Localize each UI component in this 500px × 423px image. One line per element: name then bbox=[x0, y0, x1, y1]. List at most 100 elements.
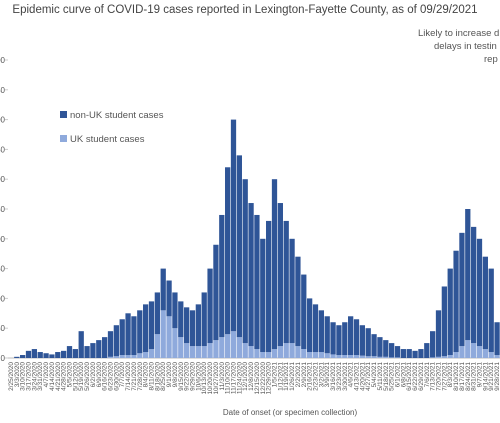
y-tick-label: 300 bbox=[0, 175, 6, 184]
bar-segment bbox=[178, 337, 184, 358]
bar-segment bbox=[49, 354, 55, 358]
x-tick-label: 5/25/2021 bbox=[389, 362, 396, 391]
x-tick-label: 7/7/2020 bbox=[119, 362, 126, 388]
x-tick-label: 7/6/2021 bbox=[424, 362, 431, 388]
x-tick-label: 5/26/2020 bbox=[84, 362, 91, 391]
bar-segment bbox=[435, 356, 442, 358]
bar-segment bbox=[348, 355, 354, 358]
bar-segment bbox=[365, 328, 371, 357]
bar-segment bbox=[201, 292, 207, 347]
x-tick-label: 8/4/2020 bbox=[143, 362, 150, 388]
y-tick-label: 150 bbox=[0, 265, 6, 274]
annotation: delays in testin bbox=[434, 41, 497, 52]
x-tick-label: 11/24/2020 bbox=[236, 362, 243, 394]
bar-segment bbox=[213, 340, 219, 358]
x-tick-label: 1/12/2021 bbox=[277, 362, 284, 391]
y-tick-label: 200 bbox=[0, 235, 6, 244]
x-tick-label: 9/1/2020 bbox=[166, 362, 173, 388]
bar-segment bbox=[266, 220, 272, 353]
bar-segment bbox=[312, 352, 319, 358]
x-tick-label: 7/13/2021 bbox=[430, 362, 437, 391]
bar-segment bbox=[119, 319, 125, 356]
bar-segment bbox=[172, 292, 178, 329]
x-tick-label: 5/19/2020 bbox=[78, 362, 85, 391]
bar-segment bbox=[453, 352, 459, 358]
bar-segment bbox=[353, 355, 360, 358]
bar-segment bbox=[406, 349, 412, 358]
bar-segment bbox=[301, 349, 307, 358]
bar-segment bbox=[31, 349, 37, 358]
bar-segment bbox=[148, 301, 155, 350]
bar-segment bbox=[248, 203, 254, 347]
legend-swatch bbox=[60, 111, 67, 118]
bar-segment bbox=[359, 355, 365, 358]
x-tick-label: 6/9/2020 bbox=[96, 362, 103, 388]
bar-segment bbox=[125, 313, 131, 356]
x-tick-label: 6/8/2021 bbox=[400, 362, 407, 388]
x-tick-label: 3/24/2020 bbox=[31, 362, 38, 391]
bar-segment bbox=[201, 346, 207, 358]
x-tick-label: 10/13/2020 bbox=[201, 362, 208, 395]
bar-segment bbox=[160, 310, 166, 358]
bar-segment bbox=[84, 346, 90, 358]
bar-segment bbox=[418, 349, 424, 358]
bar-segment bbox=[336, 325, 342, 356]
bar-segment bbox=[283, 343, 289, 358]
bar-segment bbox=[283, 220, 289, 344]
x-tick-label: 6/23/2020 bbox=[108, 362, 115, 391]
bar-segment bbox=[371, 334, 377, 357]
bar-segment bbox=[131, 355, 137, 358]
bar-segment bbox=[160, 268, 166, 311]
bar-segment bbox=[184, 307, 190, 344]
bar-segment bbox=[353, 319, 360, 356]
x-tick-label: 10/20/2020 bbox=[207, 362, 214, 395]
bar-segment bbox=[471, 226, 477, 344]
x-tick-label: 4/20/2021 bbox=[359, 362, 366, 391]
bar-segment bbox=[230, 331, 237, 358]
bar-segment bbox=[189, 346, 196, 358]
bar-segment bbox=[107, 331, 114, 357]
x-tick-label: 9/14/2021 bbox=[482, 362, 489, 391]
x-tick-label: 2/2/2021 bbox=[295, 362, 302, 388]
y-tick-label: 350 bbox=[0, 145, 6, 154]
x-tick-label: 9/28/2021 bbox=[494, 362, 500, 391]
legend-label: UK student cases bbox=[70, 134, 145, 145]
x-tick-label: 2/25/2020 bbox=[8, 362, 15, 391]
bar-segment bbox=[394, 357, 401, 358]
x-tick-label: 2/23/2021 bbox=[313, 362, 320, 391]
bar-segment bbox=[125, 355, 131, 358]
x-tick-label: 8/25/2020 bbox=[160, 362, 167, 391]
bar-segment bbox=[377, 337, 383, 357]
bar-segment bbox=[207, 343, 213, 358]
bar-segment bbox=[289, 343, 295, 358]
bar-segment bbox=[476, 238, 483, 347]
bar-segment bbox=[371, 356, 377, 358]
bar-segment bbox=[453, 250, 459, 353]
bar-segment bbox=[324, 353, 330, 358]
bar-segment bbox=[277, 203, 283, 347]
bar-segment bbox=[248, 346, 254, 358]
bar-segment bbox=[143, 304, 149, 353]
bar-segment bbox=[488, 268, 494, 353]
y-tick-label: 400 bbox=[0, 116, 6, 125]
bar-segment bbox=[189, 310, 196, 347]
bar-segment bbox=[359, 325, 365, 356]
bar-segment bbox=[494, 322, 500, 356]
bar-segment bbox=[430, 331, 436, 358]
y-tick-label: 100 bbox=[0, 294, 6, 303]
bar-segment bbox=[43, 353, 49, 358]
x-tick-label: 3/31/2020 bbox=[37, 362, 44, 391]
bar-segment bbox=[113, 356, 119, 358]
bar-segment bbox=[482, 256, 488, 350]
x-tick-label: 8/24/2021 bbox=[465, 362, 472, 391]
x-tick-label: 3/2/2021 bbox=[318, 362, 325, 388]
bar-segment bbox=[476, 346, 483, 358]
x-tick-label: 5/12/2020 bbox=[72, 362, 79, 391]
chart-title: Epidemic curve of COVID-19 cases reporte… bbox=[12, 4, 478, 16]
bar-segment bbox=[336, 355, 342, 358]
bar-segment bbox=[465, 209, 471, 341]
legend-label: non-UK student cases bbox=[70, 110, 164, 121]
bar-segment bbox=[102, 337, 108, 358]
bar-segment bbox=[25, 350, 32, 358]
